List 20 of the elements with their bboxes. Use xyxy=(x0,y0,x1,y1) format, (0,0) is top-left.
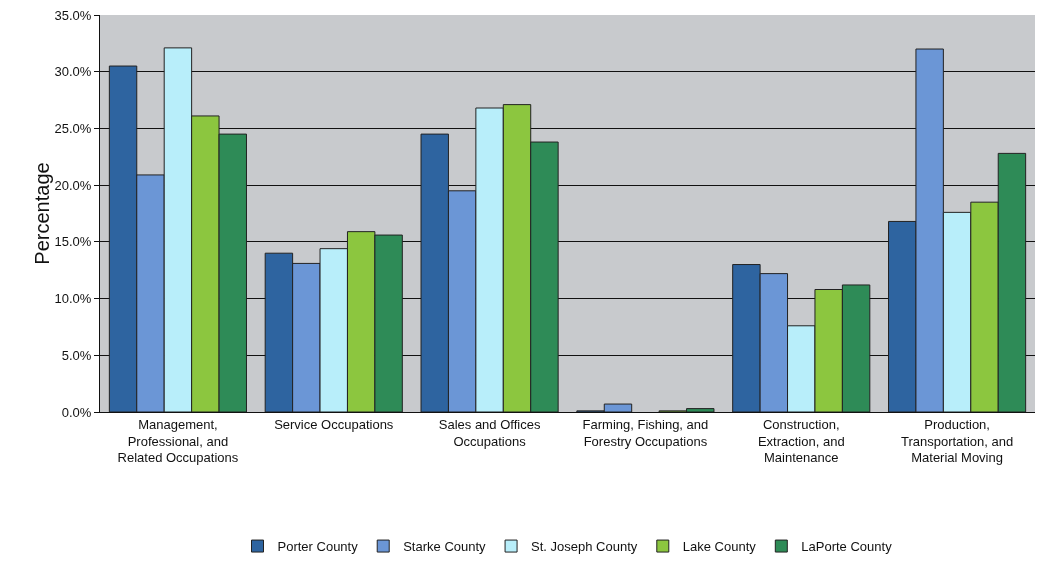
x-tick-label: Sales and Offices Occupations xyxy=(438,416,541,449)
y-tick-label: 20.0% xyxy=(54,177,92,193)
y-tick-label: 15.0% xyxy=(54,234,92,250)
x-tick-label: Management, Professional, and Related Occupations xyxy=(117,416,239,466)
x-tick-label: Farming, Fishing, and Forestry Occupations xyxy=(582,416,709,449)
x-tick-label: Construction, Extraction, and Maintenance xyxy=(757,416,845,466)
x-tick-label: Service Occupations xyxy=(274,416,394,432)
y-axis-title: Percentage xyxy=(30,162,53,265)
legend-label: LaPorte County xyxy=(801,539,893,555)
y-tick-label: 25.0% xyxy=(54,120,92,136)
x-tick-label: Production, Transportation, and Material Moving xyxy=(900,416,1014,466)
legend-label: Starke County xyxy=(403,539,487,555)
legend-label: St. Joseph County xyxy=(531,539,638,555)
y-tick-label: 0.0% xyxy=(61,404,92,420)
y-tick-label: 35.0% xyxy=(54,7,92,23)
y-tick-label: 5.0% xyxy=(61,347,92,363)
y-tick-label: 30.0% xyxy=(54,64,92,80)
legend-label: Lake County xyxy=(682,539,757,555)
y-tick-label: 10.0% xyxy=(54,291,92,307)
legend-label: Porter County xyxy=(277,539,359,555)
